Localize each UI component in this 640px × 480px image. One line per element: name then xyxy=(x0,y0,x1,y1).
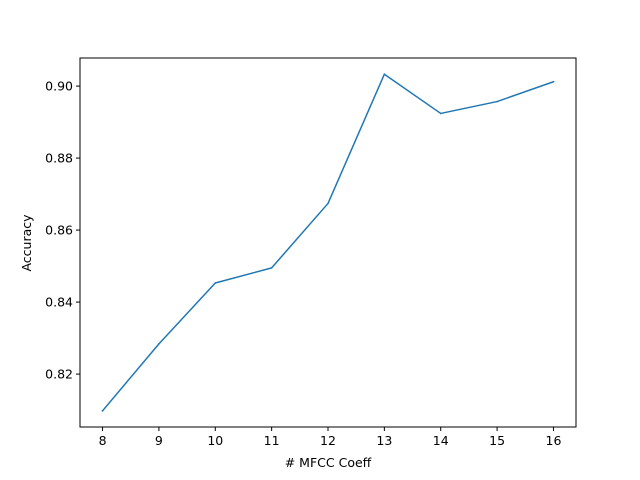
series-line-0 xyxy=(101,73,555,412)
x-tick-label: 15 xyxy=(489,433,505,448)
data-point xyxy=(158,343,160,345)
y-tick-label: 0.88 xyxy=(45,151,73,166)
x-tick-label: 16 xyxy=(546,433,562,448)
data-point xyxy=(270,267,273,269)
x-tick-label: 10 xyxy=(207,433,223,448)
x-tick-label: 13 xyxy=(376,433,392,448)
x-axis: 8 9 10 11 12 13 14 15 16 xyxy=(99,427,562,448)
data-point xyxy=(439,112,442,115)
y-tick-label: 0.82 xyxy=(45,367,73,382)
data-point xyxy=(214,282,217,284)
x-tick-label: 8 xyxy=(99,433,107,448)
y-tick-label: 0.86 xyxy=(45,223,73,238)
plot-frame xyxy=(79,57,577,428)
plot-area xyxy=(79,57,577,428)
data-point xyxy=(496,100,498,103)
data-point xyxy=(383,73,386,75)
x-tick-label: 9 xyxy=(155,433,163,448)
y-axis: 0.82 0.84 0.86 0.88 0.90 xyxy=(45,79,80,382)
x-tick-label: 14 xyxy=(433,433,449,448)
data-point xyxy=(327,202,329,205)
y-tick-label: 0.84 xyxy=(45,295,73,310)
data-point xyxy=(101,410,104,412)
x-axis-label: # MFCC Coeff xyxy=(285,455,372,470)
x-tick-label: 11 xyxy=(264,433,280,448)
y-axis-label: Accuracy xyxy=(19,214,34,272)
x-tick-label: 12 xyxy=(320,433,336,448)
y-tick-label: 0.90 xyxy=(45,79,73,94)
data-point xyxy=(552,80,555,83)
